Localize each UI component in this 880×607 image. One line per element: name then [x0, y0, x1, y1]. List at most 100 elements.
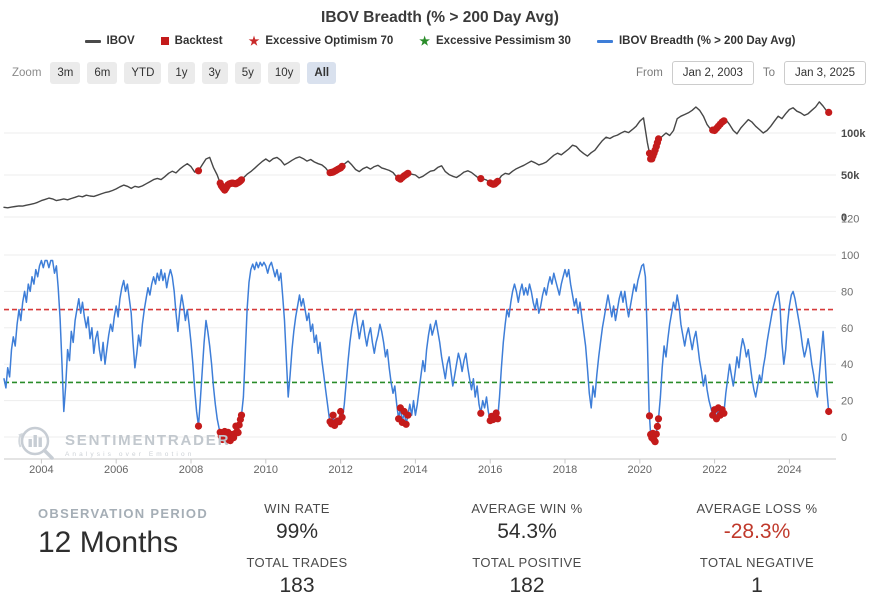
backtest-signal-dot — [338, 162, 346, 170]
legend-label: Excessive Pessimism 30 — [436, 35, 571, 47]
backtest-signal-dot — [651, 438, 659, 446]
y-axis-label: 0 — [841, 212, 847, 224]
watermark-name: SENTIMENTRADER — [65, 432, 231, 449]
zoom-button-3m[interactable]: 3m — [50, 62, 81, 84]
metric-label: TOTAL POSITIVE — [472, 555, 582, 570]
x-axis-label: 2004 — [29, 464, 53, 476]
metric-label: TOTAL TRADES — [246, 555, 348, 570]
legend-item-backtest[interactable]: Backtest — [160, 35, 223, 47]
chart-controls: Zoom 3m 6m YTD 1y 3y 5y 10y All From To — [12, 61, 866, 85]
x-axis-label: 2018 — [553, 464, 577, 476]
backtest-signal-dot — [477, 409, 485, 417]
backtest-signal-dot — [645, 412, 654, 420]
x-axis-label: 2008 — [179, 464, 203, 476]
backtest-signal-dot — [654, 135, 663, 143]
backtest-signal-dot — [494, 415, 502, 423]
backtest-signal-dot — [652, 430, 660, 438]
metric-value: -28.3% — [723, 520, 791, 543]
x-axis-label: 2020 — [628, 464, 652, 476]
backtest-signal-dot — [494, 177, 502, 185]
zoom-button-all[interactable]: All — [307, 62, 337, 84]
backtest-signal-dot — [653, 422, 662, 430]
from-label: From — [636, 67, 663, 79]
y-axis-label: 100 — [841, 250, 859, 262]
backtest-signal-dot — [404, 169, 412, 177]
y-axis-label: 0 — [841, 432, 847, 444]
zoom-button-ytd[interactable]: YTD — [124, 62, 162, 84]
y-axis-label: 40 — [841, 359, 853, 371]
backtest-signal-dot — [492, 409, 500, 417]
backtest-signal-dot — [194, 422, 203, 430]
x-axis-label: 2014 — [403, 464, 427, 476]
y-axis-label: 60 — [841, 323, 853, 335]
legend-item-ibov[interactable]: IBOV — [84, 35, 135, 47]
backtest-signal-dot — [825, 407, 833, 416]
to-date-input[interactable] — [784, 61, 866, 85]
metric-label: WIN RATE — [264, 501, 330, 516]
zoom-button-5y[interactable]: 5y — [234, 62, 261, 84]
zoom-button-1y[interactable]: 1y — [168, 62, 195, 84]
backtest-signal-dot — [329, 411, 337, 419]
backtest-signal-dot — [720, 409, 728, 417]
zoom-label: Zoom — [12, 67, 42, 79]
watermark: SENTIMENTRADER Analysis over Emotion — [14, 422, 230, 468]
backtest-signal-dot — [402, 420, 410, 428]
x-axis-label: 2016 — [478, 464, 502, 476]
observation-period: OBSERVATION PERIOD 12 Months — [38, 506, 208, 560]
metric-value: 99% — [275, 520, 319, 543]
from-date-input[interactable] — [671, 61, 754, 85]
backtest-signal-dot — [235, 421, 243, 429]
y-axis-label: 120 — [841, 214, 859, 226]
watermark-tagline: Analysis over Emotion — [65, 451, 195, 458]
legend-item-excessive-optimism[interactable]: ★ Excessive Optimism 70 — [249, 35, 394, 47]
zoom-button-6m[interactable]: 6m — [87, 62, 118, 84]
zoom-button-10y[interactable]: 10y — [267, 62, 301, 84]
backtest-signal-dot — [234, 429, 242, 437]
backtest-square-icon — [160, 37, 169, 45]
legend-item-excessive-pessimism[interactable]: ★ Excessive Pessimism 30 — [419, 35, 571, 47]
backtest-signal-dot — [825, 108, 833, 116]
backtest-signal-dot — [720, 117, 728, 125]
chart-title: IBOV Breadth (% > 200 Day Avg) — [321, 9, 559, 26]
legend: IBOV Backtest ★ Excessive Optimism 70 ★ … — [0, 35, 880, 47]
x-axis-label: 2010 — [254, 464, 278, 476]
metric-value: 182 — [509, 574, 545, 597]
metric-label: AVERAGE LOSS % — [696, 501, 818, 516]
legend-label: IBOV Breadth (% > 200 Day Avg) — [618, 35, 796, 47]
observation-period-label: OBSERVATION PERIOD — [38, 506, 209, 521]
backtest-signal-dot — [338, 413, 346, 421]
sentimentrader-logo-icon — [18, 426, 54, 460]
ibov-line-icon — [84, 39, 101, 43]
pessimism-star-icon: ★ — [419, 34, 431, 48]
metric-value: 183 — [279, 574, 315, 597]
breadth-line-icon — [596, 39, 613, 43]
legend-label: Backtest — [174, 35, 223, 47]
ibov-series-line — [3, 101, 832, 209]
zoom-button-3y[interactable]: 3y — [201, 62, 228, 84]
backtest-signal-dot — [337, 407, 345, 416]
metric-column-average-win: AVERAGE WIN % 54.3% TOTAL POSITIVE 182 — [417, 501, 637, 607]
backtest-signal-dot — [477, 175, 485, 183]
metric-column-win-rate: WIN RATE 99% TOTAL TRADES 183 — [187, 501, 407, 607]
backtest-signal-dot — [237, 176, 246, 184]
observation-period-value: 12 Months — [38, 526, 179, 559]
y-axis-label: 50k — [841, 170, 860, 182]
backtest-signal-dot — [194, 167, 203, 175]
y-axis-label: 100k — [841, 128, 866, 140]
legend-label: IBOV — [106, 35, 135, 47]
legend-item-ibov-breadth[interactable]: IBOV Breadth (% > 200 Day Avg) — [596, 35, 796, 47]
x-axis-label: 2006 — [104, 464, 128, 476]
y-axis-label: 20 — [841, 396, 853, 408]
metric-value: 1 — [751, 574, 763, 597]
breadth-series-line — [3, 259, 830, 446]
metric-label: AVERAGE WIN % — [471, 501, 583, 516]
metric-label: TOTAL NEGATIVE — [699, 555, 815, 570]
backtest-signal-dot — [404, 411, 412, 419]
legend-label: Excessive Optimism 70 — [265, 35, 394, 47]
date-range: From To — [636, 61, 866, 85]
metric-value: 54.3% — [497, 520, 557, 543]
x-axis-label: 2012 — [328, 464, 352, 476]
optimism-star-icon: ★ — [248, 34, 260, 48]
